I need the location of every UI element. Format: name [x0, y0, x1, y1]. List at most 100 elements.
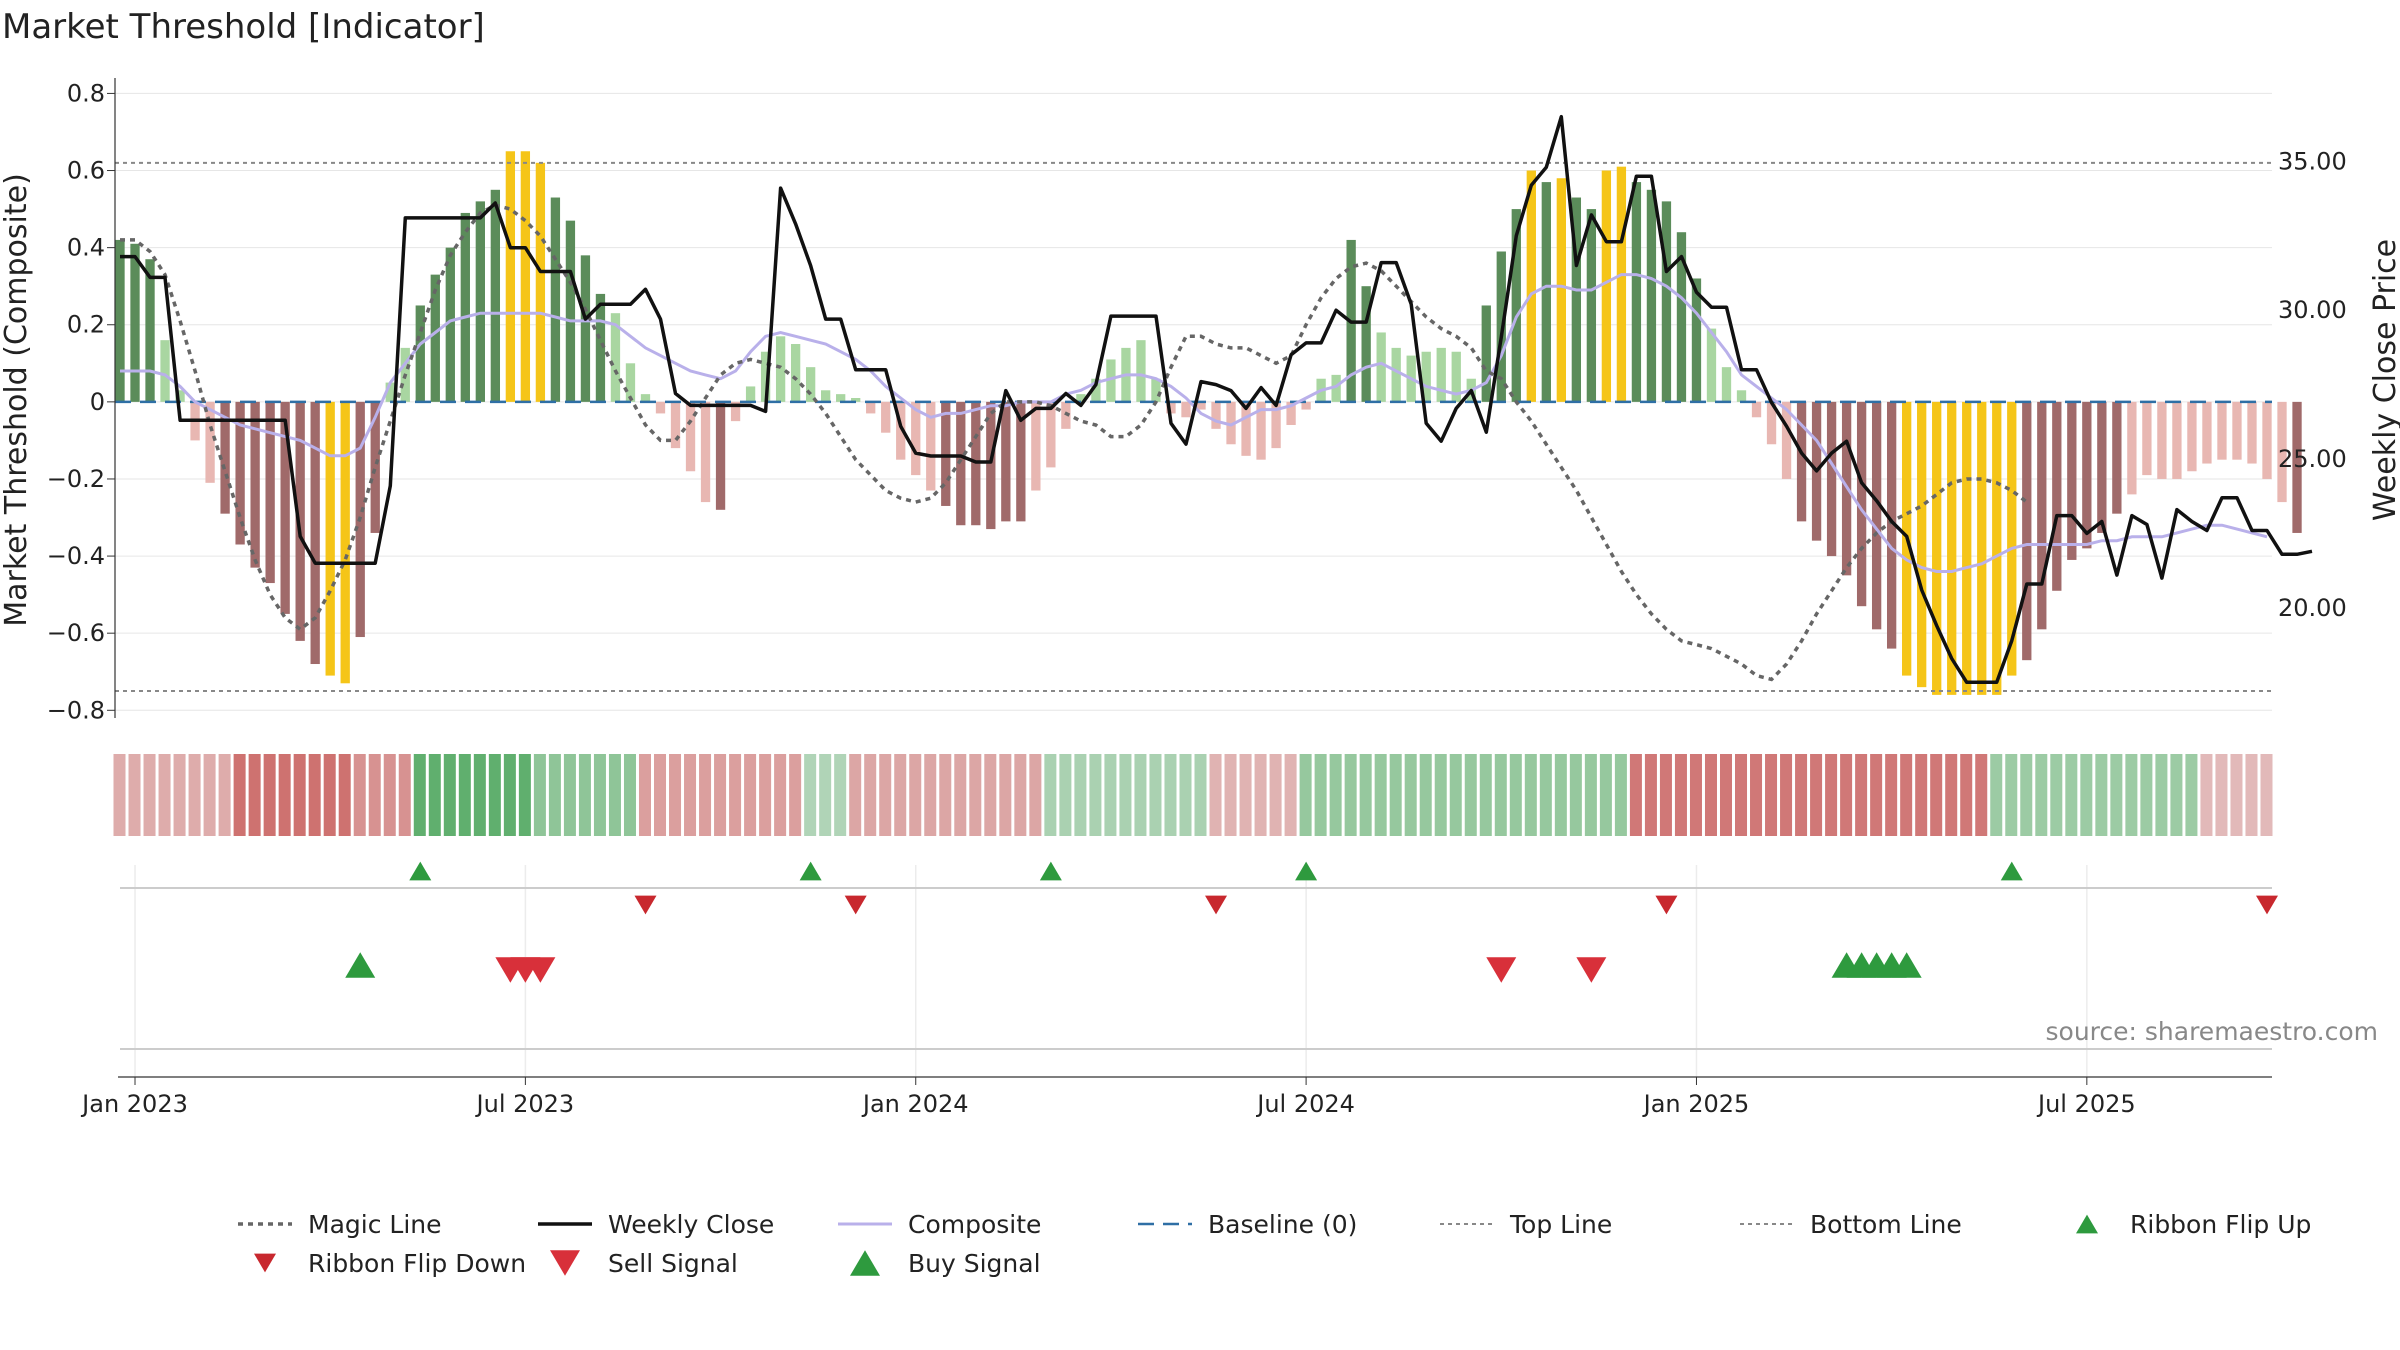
ribbon-cell — [263, 754, 276, 836]
x-tick-label: Jan 2023 — [80, 1090, 188, 1118]
ribbon-cell — [248, 754, 261, 836]
left-tick-label: 0.2 — [67, 311, 105, 339]
composite-bar — [1361, 286, 1371, 402]
legend-label: Weekly Close — [608, 1210, 774, 1239]
ribbon-cell — [1329, 754, 1342, 836]
composite-bar — [2187, 401, 2197, 472]
composite-bar — [2277, 401, 2287, 503]
composite-bar — [415, 305, 425, 402]
ribbon-flip-down-marker — [1655, 895, 1678, 915]
composite-bar — [1962, 401, 1972, 695]
composite-bar — [1796, 401, 1807, 522]
legend-label: Top Line — [1509, 1210, 1612, 1239]
composite-bar — [175, 390, 185, 402]
ribbon-flip-up-marker — [799, 861, 822, 881]
composite-bar — [2037, 401, 2047, 630]
ribbon-cell — [969, 754, 982, 836]
ribbon-cell — [1449, 754, 1462, 836]
weekly-close-line — [120, 114, 2313, 685]
ribbon-cell — [2125, 754, 2138, 836]
composite-bar — [1211, 401, 1221, 429]
composite-bar — [1106, 359, 1116, 402]
ribbon-cell — [744, 754, 757, 836]
legend-item: Top Line — [1440, 1210, 1612, 1239]
ribbon-cell — [173, 754, 186, 836]
composite-bar — [2232, 401, 2242, 460]
ribbon-cell — [1419, 754, 1432, 836]
legend-item: Ribbon Flip Up — [2076, 1210, 2311, 1239]
right-tick-label: 20.00 — [2278, 594, 2347, 622]
composite-bar — [1376, 332, 1386, 402]
ribbon-cell — [593, 754, 606, 836]
composite-bar — [911, 401, 921, 476]
composite-bar — [1556, 178, 1566, 402]
ribbon-cell — [1359, 754, 1372, 836]
composite-bar — [535, 162, 546, 402]
legend-item: Baseline (0) — [1138, 1210, 1357, 1239]
ribbon-cell — [1074, 754, 1087, 836]
composite-bar — [250, 401, 260, 568]
legend-item: Bottom Line — [1740, 1210, 1962, 1239]
ribbon-cell — [2230, 754, 2243, 836]
ribbon-cell — [1434, 754, 1447, 836]
ribbon-cell — [2110, 754, 2123, 836]
composite-bar — [2067, 401, 2077, 560]
composite-bar — [370, 401, 380, 533]
composite-bar — [565, 220, 576, 402]
composite-bar — [2082, 401, 2092, 549]
ribbon-flip-down-marker — [634, 895, 657, 915]
composite-bars — [115, 151, 2302, 695]
ribbon-cell — [1870, 754, 1883, 836]
ribbon-cell — [1795, 754, 1808, 836]
x-tick-label: Jul 2025 — [2036, 1090, 2136, 1118]
composite-bar — [1856, 401, 1867, 607]
composite-bar — [490, 189, 501, 402]
composite-bar — [340, 401, 350, 684]
composite-bar — [550, 197, 561, 402]
left-tick-label: −0.2 — [47, 465, 105, 493]
ribbon-cell — [1119, 754, 1132, 836]
composite-bar — [1226, 401, 1236, 445]
ribbon-flip-up-marker — [409, 861, 432, 881]
composite-bar — [1586, 209, 1597, 402]
composite-bar — [1136, 340, 1146, 402]
legend-label: Magic Line — [308, 1210, 442, 1239]
composite-bar — [1917, 401, 1927, 688]
ribbon-cell — [894, 754, 907, 836]
ribbon-cell — [999, 754, 1012, 836]
composite-bar — [625, 363, 636, 402]
composite-bar — [1541, 182, 1551, 402]
right-tick-label: 30.00 — [2278, 296, 2347, 324]
ribbon-cell — [518, 754, 531, 836]
composite-bar — [1977, 401, 1987, 695]
left-tick-label: 0.4 — [67, 234, 105, 262]
ribbon-cell — [1479, 754, 1492, 836]
right-axis-label: Weekly Close Price — [2368, 239, 2400, 521]
composite-bar — [595, 293, 606, 402]
composite-bar — [115, 239, 125, 402]
legend-label: Composite — [908, 1210, 1041, 1239]
composite-bar — [2292, 401, 2302, 533]
ribbon-cell — [2245, 754, 2258, 836]
composite-bar — [851, 398, 861, 402]
composite-line — [120, 273, 2268, 573]
legend-label: Sell Signal — [608, 1249, 738, 1278]
ribbon-cell — [924, 754, 937, 836]
composite-bar — [2157, 401, 2167, 479]
ribbon-cell — [2080, 754, 2093, 836]
ribbon-cell — [1644, 754, 1657, 836]
composite-bar — [2202, 401, 2212, 464]
composite-bar — [145, 259, 155, 402]
ribbon-cell — [1374, 754, 1387, 836]
composite-bar — [2262, 401, 2272, 479]
ribbon-cell — [1629, 754, 1642, 836]
composite-bar — [1676, 232, 1687, 402]
ribbon-cell — [2170, 754, 2183, 836]
ribbon-cell — [1539, 754, 1552, 836]
composite-bar — [1947, 401, 1957, 695]
composite-bar — [1886, 401, 1897, 649]
x-tick-label: Jul 2023 — [475, 1090, 575, 1118]
composite-bar — [1241, 401, 1251, 456]
legend-label: Baseline (0) — [1208, 1210, 1357, 1239]
composite-bar — [760, 351, 771, 402]
